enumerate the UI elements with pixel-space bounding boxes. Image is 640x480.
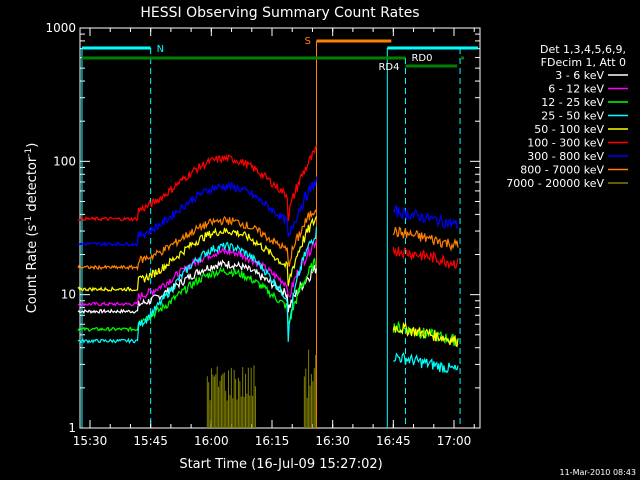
series-line xyxy=(77,209,318,272)
legend-label: 800 - 7000 keV xyxy=(520,164,604,177)
y-axis-label-sup1: -1 xyxy=(24,216,34,225)
plot-area: 15:30 15:45 16:00 16:15 16:30 16:45 17:00 1 10 10… xyxy=(45,21,481,448)
legend-label: 25 - 50 keV xyxy=(541,110,604,123)
series-line xyxy=(77,176,318,248)
series-line xyxy=(77,145,318,222)
x-tick-label: 16:45 xyxy=(376,434,411,448)
x-tick-label: 17:00 xyxy=(437,434,472,448)
legend-header-2: FDecim 1, Att 0 xyxy=(541,56,626,69)
y-axis-label-mid: detector xyxy=(25,156,40,216)
legend: Det 1,3,4,5,6,9, FDecim 1, Att 0 3 - 6 k… xyxy=(506,43,628,190)
y-axis-label-end: ) xyxy=(25,143,40,148)
legend-label: 12 - 25 keV xyxy=(541,96,604,109)
x-tick-label: 15:30 xyxy=(73,434,108,448)
x-tick-label: 16:15 xyxy=(255,434,290,448)
y-tick-label: 100 xyxy=(53,154,76,168)
y-axis-label-main: Count Rate (s xyxy=(25,225,40,314)
series-post-line xyxy=(392,321,459,348)
legend-label: 300 - 800 keV xyxy=(527,150,604,163)
x-axis-label: Start Time (16-Jul-09 15:27:02) xyxy=(179,457,382,472)
x-tick-label: 15:45 xyxy=(133,434,168,448)
y-tick-label: 10 xyxy=(61,288,76,302)
x-tick-label: 16:00 xyxy=(194,434,229,448)
series-post-line xyxy=(392,226,459,252)
series-post-line xyxy=(392,205,459,230)
night-label: N xyxy=(157,44,164,55)
footer-date: 11-Mar-2010 08:43 xyxy=(560,468,637,477)
legend-header-1: Det 1,3,4,5,6,9, xyxy=(540,43,626,56)
series-line xyxy=(77,258,317,333)
plot-frame xyxy=(79,27,481,429)
series-line xyxy=(77,259,318,315)
series-layer xyxy=(77,145,459,428)
series-post-line xyxy=(392,246,459,270)
legend-label: 100 - 300 keV xyxy=(527,137,604,150)
series-post-line xyxy=(393,352,459,374)
legend-label: 7000 - 20000 keV xyxy=(506,177,604,190)
x-tick-label: 16:30 xyxy=(315,434,350,448)
legend-label: 3 - 6 keV xyxy=(555,69,604,82)
series-line xyxy=(77,226,318,345)
y-tick-label: 1 xyxy=(68,421,76,435)
legend-label: 50 - 100 keV xyxy=(534,123,604,136)
y-axis-label-sup2: -1 xyxy=(24,148,34,157)
y-tick-label: 1000 xyxy=(45,21,76,35)
annotations-layer: N S RD0 RD4 xyxy=(81,36,478,428)
rd0-label: RD0 xyxy=(411,53,432,64)
rd4-label: RD4 xyxy=(378,62,399,73)
series-line xyxy=(77,239,318,308)
series-line xyxy=(77,215,318,293)
saa-label: S xyxy=(304,36,310,47)
y-axis-label: Count Rate (s-1 detector-1) xyxy=(24,143,40,314)
chart-title: HESSI Observing Summary Count Rates xyxy=(140,5,419,21)
legend-label: 6 - 12 keV xyxy=(548,83,604,96)
